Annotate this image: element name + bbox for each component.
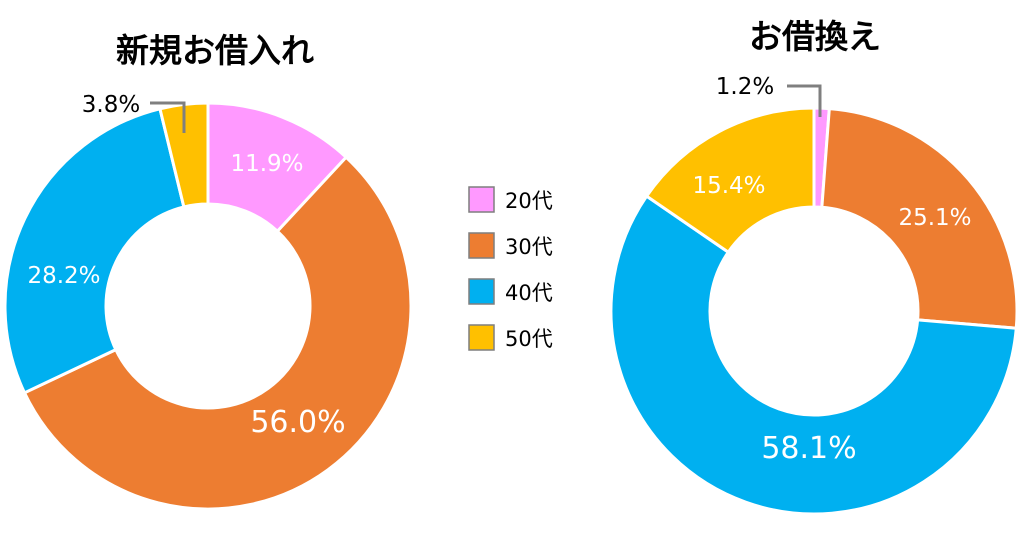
legend: 20代 30代 40代 50代 — [468, 186, 553, 351]
legend-swatch-30s — [468, 232, 495, 259]
donut-slices-new-loans — [3, 101, 413, 511]
slice-label-50s-new: 3.8% — [82, 92, 140, 118]
slice-30s-refi — [820, 106, 1019, 330]
legend-label-40s: 40代 — [505, 281, 553, 305]
legend-label-50s: 50代 — [505, 327, 553, 351]
legend-label-20s: 20代 — [505, 189, 553, 213]
legend-swatch-20s — [468, 186, 495, 213]
legend-item-40s: 40代 — [468, 278, 553, 305]
chart-title-new-loans: 新規お借入れ — [116, 31, 314, 70]
slice-50s-refi — [644, 106, 816, 255]
slice-label-30s-refi: 25.1% — [898, 205, 971, 231]
slice-50s-new — [158, 101, 210, 209]
donut-chart-new-loans: 新規お借入れ 11.9% 56.0% 28.2% 3.8% — [3, 31, 413, 511]
donut-chart-refinance: お借換え 1.2% 25.1% 58.1% 15.4% — [609, 17, 1019, 516]
slice-40s-refi — [609, 194, 1018, 516]
leader-line-1-2 — [787, 84, 822, 117]
slice-label-40s-new: 28.2% — [27, 263, 100, 289]
slice-label-20s-new: 11.9% — [230, 151, 303, 177]
legend-swatch-50s — [468, 324, 495, 351]
donut-slices-refinance — [609, 106, 1019, 516]
legend-item-50s: 50代 — [468, 324, 553, 351]
chart-title-refinance: お借換え — [749, 17, 881, 56]
legend-label-30s: 30代 — [505, 235, 553, 259]
slice-30s-new — [22, 155, 413, 511]
legend-item-20s: 20代 — [468, 186, 553, 213]
slice-label-30s-new: 56.0% — [250, 405, 345, 440]
slice-40s-new — [3, 106, 186, 395]
slice-label-40s-refi: 58.1% — [761, 431, 856, 466]
legend-item-30s: 30代 — [468, 232, 553, 259]
legend-swatch-40s — [468, 278, 495, 305]
leader-line-3-8 — [150, 101, 186, 133]
slice-label-20s-refi: 1.2% — [716, 74, 774, 100]
slice-label-50s-refi: 15.4% — [692, 173, 765, 199]
